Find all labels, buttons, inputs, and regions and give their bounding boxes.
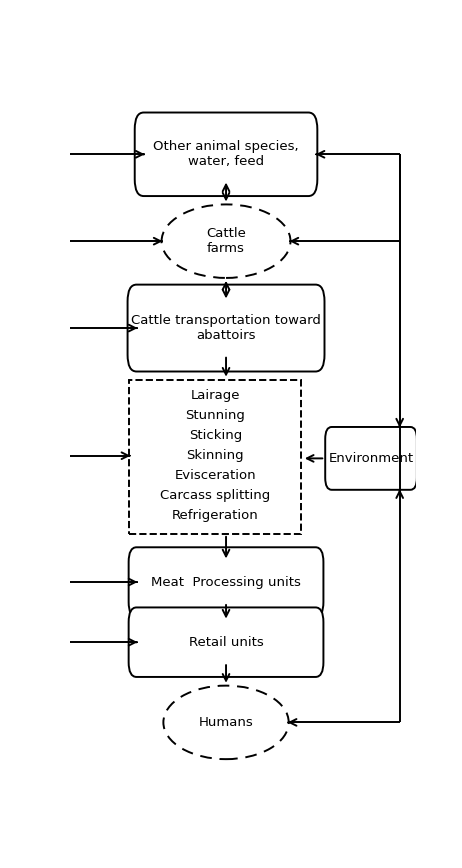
Text: Lairage: Lairage — [190, 389, 240, 402]
FancyBboxPatch shape — [135, 113, 317, 196]
Text: Cattle transportation toward
abattoirs: Cattle transportation toward abattoirs — [131, 314, 321, 342]
Text: Other animal species,
water, feed: Other animal species, water, feed — [153, 141, 299, 168]
Text: Cattle
farms: Cattle farms — [206, 227, 246, 255]
Text: Meat  Processing units: Meat Processing units — [151, 575, 301, 589]
Bar — [129, 380, 301, 534]
Text: Stunning: Stunning — [185, 409, 245, 422]
Ellipse shape — [162, 204, 291, 278]
Text: Humans: Humans — [199, 716, 254, 729]
Text: Evisceration: Evisceration — [175, 470, 256, 483]
Text: Sticking: Sticking — [188, 429, 242, 442]
Text: Skinning: Skinning — [187, 450, 244, 463]
FancyBboxPatch shape — [128, 285, 324, 372]
Ellipse shape — [164, 686, 289, 760]
Text: Carcass splitting: Carcass splitting — [160, 490, 270, 503]
FancyBboxPatch shape — [128, 608, 323, 677]
FancyBboxPatch shape — [325, 427, 417, 490]
Text: Retail units: Retail units — [188, 635, 263, 648]
Text: Environment: Environment — [328, 452, 413, 465]
Text: Refrigeration: Refrigeration — [172, 510, 259, 523]
FancyBboxPatch shape — [128, 548, 323, 617]
